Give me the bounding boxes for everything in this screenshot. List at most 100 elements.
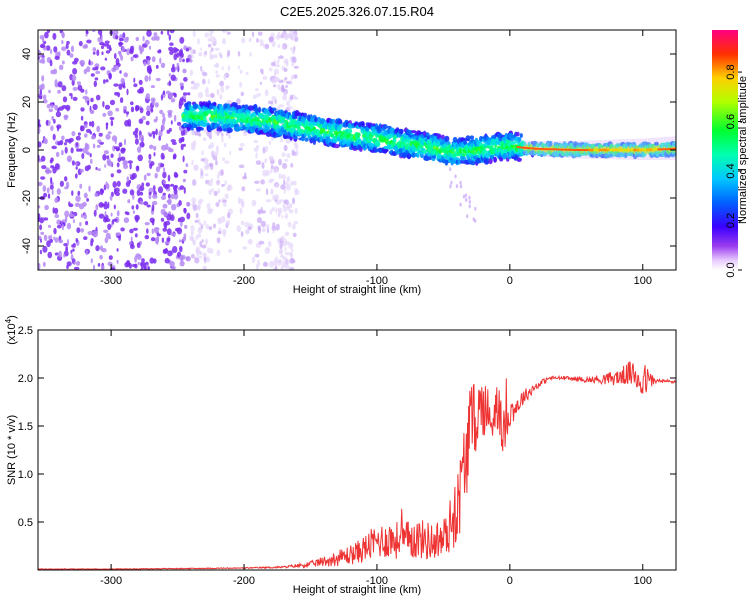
noise-speckle bbox=[76, 148, 81, 152]
noise-speckle bbox=[264, 158, 268, 164]
noise-speckle bbox=[146, 110, 151, 116]
noise-speckle bbox=[255, 88, 259, 92]
noise-speckle bbox=[100, 35, 103, 42]
noise-speckle bbox=[61, 32, 65, 39]
noise-speckle bbox=[85, 128, 92, 133]
noise-speckle bbox=[82, 45, 88, 49]
noise-speckle bbox=[103, 229, 109, 233]
ridge-cell bbox=[304, 137, 309, 142]
noise-speckle bbox=[107, 223, 112, 230]
noise-speckle bbox=[116, 169, 122, 174]
ridge-cell bbox=[302, 112, 308, 118]
noise-speckle bbox=[72, 86, 78, 91]
noise-speckle bbox=[104, 237, 109, 244]
noise-speckle bbox=[294, 187, 299, 193]
noise-speckle bbox=[72, 218, 75, 224]
noise-speckle bbox=[169, 50, 174, 56]
snr-panel: -300 -200 -100 0 100 0.51.01.52.02.5 Height … bbox=[4, 315, 677, 596]
ridge-cell bbox=[412, 140, 419, 143]
ridge-cell bbox=[234, 102, 238, 109]
noise-speckle bbox=[106, 43, 110, 50]
tail-speckle bbox=[468, 195, 471, 200]
noise-speckle bbox=[75, 195, 81, 202]
noise-speckle bbox=[63, 254, 66, 258]
noise-speckle bbox=[237, 65, 241, 70]
ridge-cell bbox=[515, 131, 520, 137]
noise-speckle bbox=[277, 207, 283, 212]
noise-speckle bbox=[197, 38, 200, 45]
spectrogram-y-tick-label: 0 bbox=[21, 147, 33, 153]
noise-speckle bbox=[268, 36, 275, 42]
noise-speckle bbox=[151, 204, 155, 212]
ridge-cell bbox=[460, 156, 467, 161]
noise-speckle bbox=[203, 220, 207, 226]
noise-speckle bbox=[240, 220, 245, 226]
noise-speckle bbox=[176, 62, 180, 67]
noise-speckle bbox=[170, 139, 176, 143]
noise-speckle bbox=[195, 248, 200, 254]
noise-speckle bbox=[145, 55, 149, 60]
ridge-cell bbox=[493, 156, 497, 163]
noise-speckle bbox=[183, 208, 187, 212]
noise-speckle bbox=[167, 109, 173, 114]
noise-speckle bbox=[152, 132, 156, 139]
noise-speckle bbox=[136, 165, 140, 170]
ridge-core-cell bbox=[617, 148, 621, 152]
noise-speckle bbox=[173, 188, 178, 195]
noise-speckle bbox=[143, 201, 149, 206]
noise-speckle bbox=[132, 227, 138, 231]
noise-speckle bbox=[103, 150, 110, 155]
noise-speckle bbox=[178, 49, 183, 55]
noise-speckle bbox=[197, 227, 203, 234]
ridge-cell bbox=[440, 139, 445, 145]
noise-speckle bbox=[44, 138, 48, 145]
noise-speckle bbox=[223, 73, 227, 81]
noise-speckle bbox=[104, 104, 111, 110]
noise-speckle bbox=[154, 172, 158, 179]
noise-speckle bbox=[150, 107, 154, 113]
noise-speckle bbox=[166, 213, 172, 221]
noise-speckle bbox=[97, 263, 101, 267]
noise-speckle bbox=[134, 134, 139, 139]
ridge-cell bbox=[200, 127, 204, 131]
ridge-core-cell bbox=[606, 148, 610, 152]
noise-speckle bbox=[92, 30, 96, 33]
noise-speckle bbox=[127, 160, 133, 164]
noise-speckle bbox=[259, 81, 263, 85]
noise-speckle bbox=[256, 38, 259, 43]
ridge-cell bbox=[333, 144, 340, 149]
noise-speckle bbox=[160, 217, 165, 222]
ridge-cell bbox=[356, 132, 361, 138]
noise-speckle bbox=[41, 56, 45, 62]
noise-speckle bbox=[110, 173, 114, 178]
noise-speckle bbox=[221, 135, 224, 143]
noise-speckle bbox=[202, 252, 207, 259]
noise-speckle bbox=[209, 30, 214, 35]
noise-speckle bbox=[138, 118, 144, 124]
ridge-core-cell bbox=[636, 148, 639, 152]
noise-speckle bbox=[242, 175, 248, 180]
noise-speckle bbox=[253, 147, 259, 152]
noise-speckle bbox=[179, 36, 185, 44]
noise-speckle bbox=[43, 234, 48, 241]
noise-speckle bbox=[179, 185, 185, 190]
ridge-core-cell bbox=[588, 148, 592, 152]
noise-speckle bbox=[160, 94, 163, 101]
noise-speckle bbox=[49, 59, 53, 67]
ridge-cell bbox=[376, 141, 381, 147]
noise-speckle bbox=[123, 138, 127, 146]
ridge-cell bbox=[359, 147, 363, 152]
noise-speckle bbox=[42, 245, 48, 253]
ridge-cell bbox=[187, 127, 191, 131]
noise-speckle bbox=[106, 155, 110, 160]
ridge-cell bbox=[209, 110, 215, 116]
ridge-cell bbox=[423, 155, 429, 161]
noise-speckle bbox=[186, 58, 190, 62]
noise-speckle bbox=[221, 40, 227, 45]
noise-speckle bbox=[43, 217, 49, 221]
noise-speckle bbox=[286, 259, 289, 263]
noise-speckle bbox=[221, 66, 224, 71]
noise-speckle bbox=[127, 119, 132, 126]
noise-speckle bbox=[227, 212, 231, 219]
ridge-cell bbox=[390, 127, 395, 134]
